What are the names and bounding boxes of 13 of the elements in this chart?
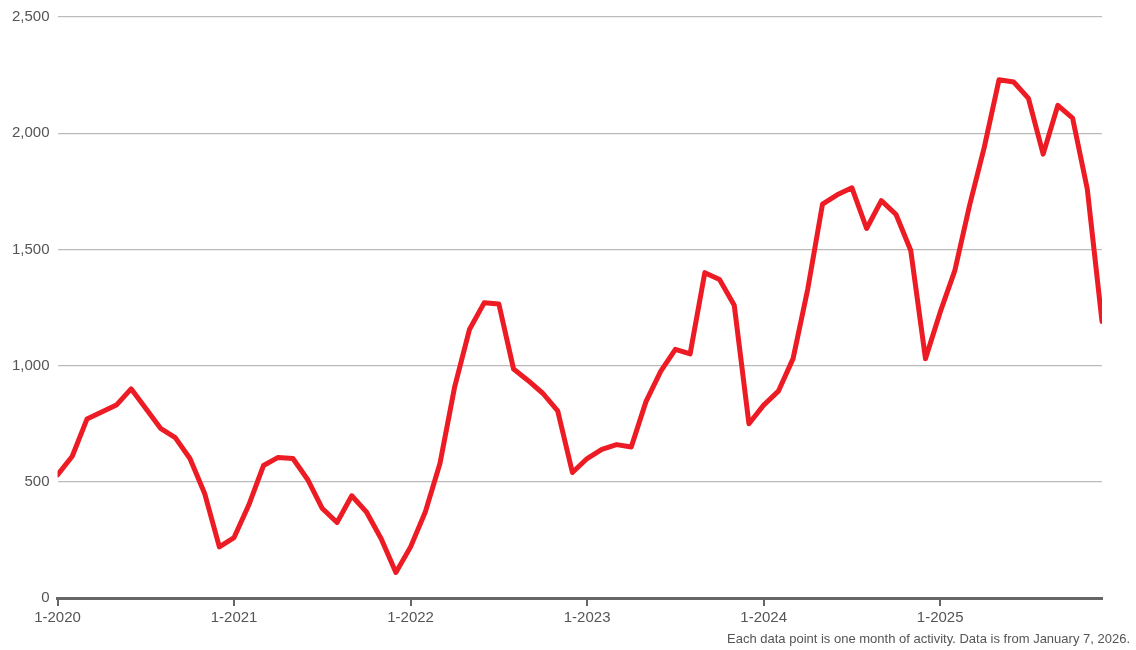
y-tick-label: 1,500 (11, 239, 50, 257)
x-tick-label: 1-2022 (387, 608, 434, 626)
x-tick-label: 1-2020 (34, 608, 81, 626)
text: Each data point is one month of activity. Data is from January 7, 2026. (727, 631, 1130, 646)
y-tick-label: 2,000 (11, 123, 50, 141)
y-tick-label: 0 (41, 588, 50, 606)
y-tick-label: 1,000 (11, 355, 50, 373)
x-tick-label: 1-2021 (210, 608, 258, 626)
x-tick-label: 1-2024 (740, 608, 788, 626)
x-tick-label: 1-2023 (563, 608, 611, 626)
y-tick-label: 2,500 (11, 7, 50, 25)
x-tick-label: 1-2025 (916, 608, 964, 626)
y-tick-label: 500 (24, 471, 50, 489)
